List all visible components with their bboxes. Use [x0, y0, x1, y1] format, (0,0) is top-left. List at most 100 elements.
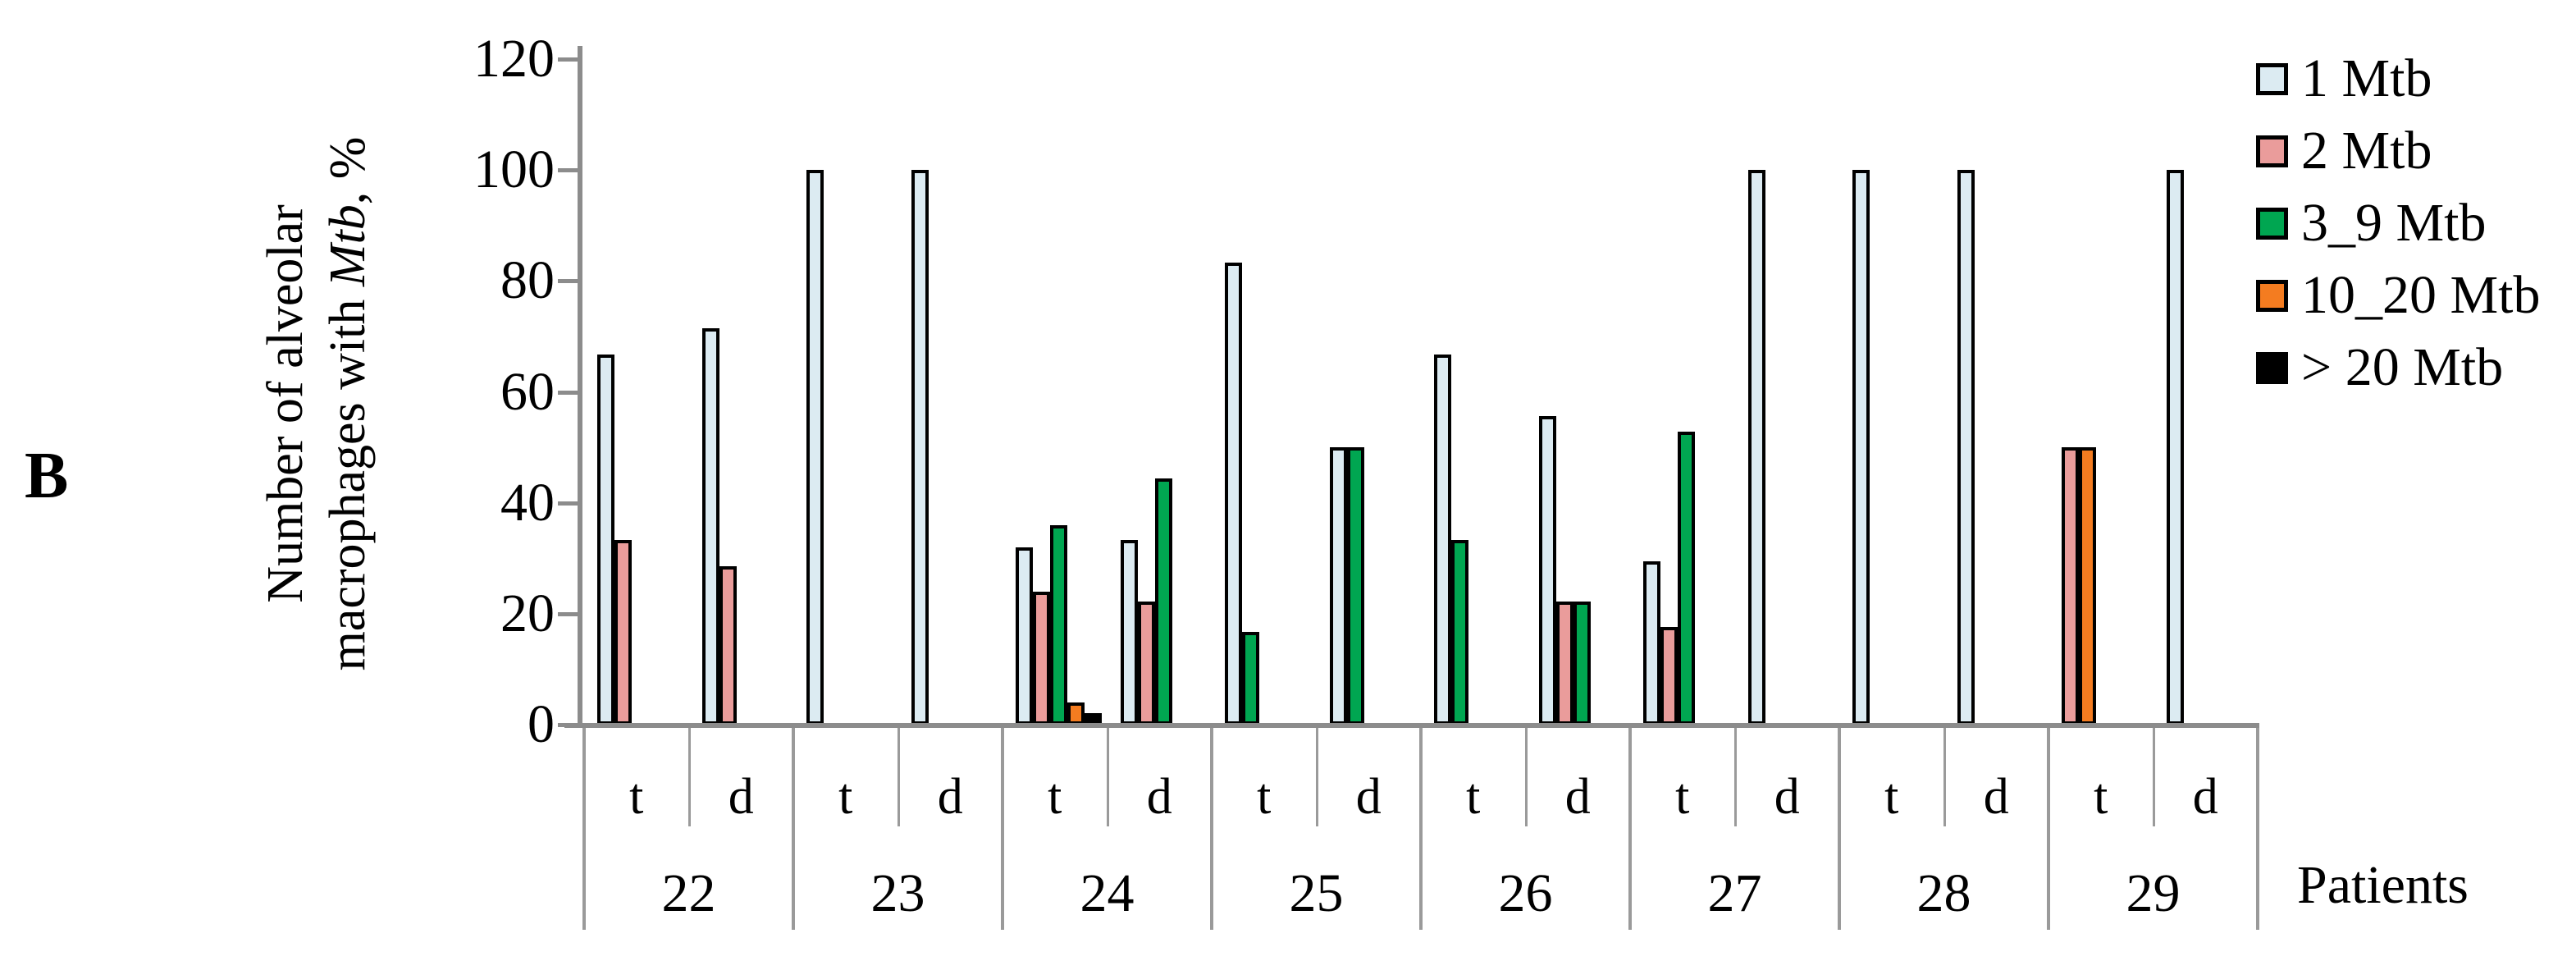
patient-label: 25: [1289, 863, 1344, 923]
group-separator: [1001, 725, 1004, 930]
bar: [1678, 431, 1695, 725]
bar: [1329, 447, 1347, 725]
group-separator: [1628, 725, 1632, 930]
y-tick-label: 20: [500, 583, 555, 643]
y-tick-mark: [558, 611, 579, 616]
y-axis-title-italic: Mtb: [320, 204, 376, 287]
x-axis-baseline: [564, 723, 2259, 728]
y-tick-mark: [558, 168, 579, 173]
group-separator: [1838, 725, 1841, 930]
y-tick-label: 80: [500, 250, 555, 311]
td-cell-label: t: [1048, 769, 1062, 825]
legend-item: 1 Mtb: [2256, 48, 2432, 110]
td-cell-label: t: [838, 769, 853, 825]
y-tick-label: 100: [473, 140, 555, 200]
td-cell-label: d: [1774, 769, 1800, 825]
bar: [1573, 601, 1591, 725]
bar: [2166, 170, 2184, 725]
td-cell-label: d: [1146, 769, 1172, 825]
bar: [1225, 263, 1242, 725]
y-axis-title: Number of alveolar macrophages with Mtb,…: [254, 59, 386, 748]
group-separator: [582, 725, 586, 930]
group-separator: [2047, 725, 2050, 930]
bar: [1067, 702, 1085, 725]
y-tick-mark: [558, 279, 579, 284]
bar: [1120, 539, 1138, 725]
bar: [1137, 601, 1155, 725]
td-cell-label: d: [937, 769, 963, 825]
legend-item: > 20 Mtb: [2256, 336, 2503, 399]
td-cell-label: d: [1564, 769, 1591, 825]
y-axis-title-line1: Number of alveolar: [258, 204, 313, 603]
bar: [1033, 591, 1050, 725]
bar: [1538, 416, 1556, 725]
td-separator: [1943, 727, 1946, 826]
bar: [1154, 478, 1172, 725]
patient-label: 24: [1080, 863, 1135, 923]
patient-label: 28: [1916, 863, 1971, 923]
y-tick-label: 40: [500, 472, 555, 533]
legend-swatch-icon: [2256, 351, 2288, 384]
y-tick-label: 120: [473, 29, 555, 89]
legend-label: 2 Mtb: [2301, 121, 2432, 181]
patient-label: 23: [870, 863, 925, 923]
td-cell-label: t: [1675, 769, 1690, 825]
bar: [701, 328, 719, 725]
td-cell-label: t: [1884, 769, 1899, 825]
bar: [2062, 447, 2079, 725]
patient-label: 26: [1498, 863, 1553, 923]
bar: [1555, 601, 1573, 725]
bar: [614, 539, 632, 725]
panel-label: B: [25, 440, 69, 512]
bar: [1050, 524, 1067, 725]
bar: [1643, 561, 1660, 725]
legend-swatch-icon: [2256, 207, 2288, 240]
td-separator: [1733, 727, 1737, 826]
bar: [2079, 447, 2096, 725]
td-cell-label: d: [1983, 769, 2009, 825]
legend-item: 2 Mtb: [2256, 120, 2432, 182]
legend-swatch-icon: [2256, 62, 2288, 95]
bar: [1957, 170, 1975, 725]
bar: [1434, 355, 1451, 725]
legend-item: 3_9 Mtb: [2256, 192, 2487, 254]
bar: [719, 565, 737, 725]
group-separator: [792, 725, 795, 930]
y-tick-mark: [558, 390, 579, 395]
patient-label: 27: [1707, 863, 1762, 923]
bar: [1747, 170, 1765, 725]
td-cell-label: d: [2192, 769, 2218, 825]
td-separator: [1315, 727, 1318, 826]
bar: [1242, 632, 1259, 725]
bar: [911, 170, 929, 725]
bar: [1852, 170, 1870, 725]
y-tick-label: 0: [528, 694, 555, 754]
group-separator: [2256, 725, 2259, 930]
y-axis-title-line2: macrophages with Mtb, %: [320, 136, 376, 671]
y-tick-mark: [558, 501, 579, 506]
legend-swatch-icon: [2256, 135, 2288, 167]
td-separator: [897, 727, 900, 826]
group-separator: [1210, 725, 1213, 930]
td-separator: [1524, 727, 1528, 826]
td-cell-label: d: [728, 769, 754, 825]
td-cell-label: t: [629, 769, 644, 825]
bar: [1660, 627, 1678, 725]
td-separator: [1106, 727, 1109, 826]
bar: [1016, 547, 1033, 725]
legend-swatch-icon: [2256, 279, 2288, 312]
y-axis-line: [578, 46, 582, 727]
td-cell-label: t: [1257, 769, 1272, 825]
td-cell-label: t: [2094, 769, 2108, 825]
bar: [806, 170, 824, 725]
y-tick-mark: [558, 57, 579, 62]
td-separator: [687, 727, 691, 826]
bar: [597, 355, 614, 725]
td-cell-label: d: [1355, 769, 1382, 825]
td-separator: [2152, 727, 2155, 826]
legend-item: 10_20 Mtb: [2256, 264, 2541, 327]
legend-label: > 20 Mtb: [2301, 337, 2504, 397]
bar: [1451, 539, 1468, 725]
patient-label: 22: [661, 863, 716, 923]
